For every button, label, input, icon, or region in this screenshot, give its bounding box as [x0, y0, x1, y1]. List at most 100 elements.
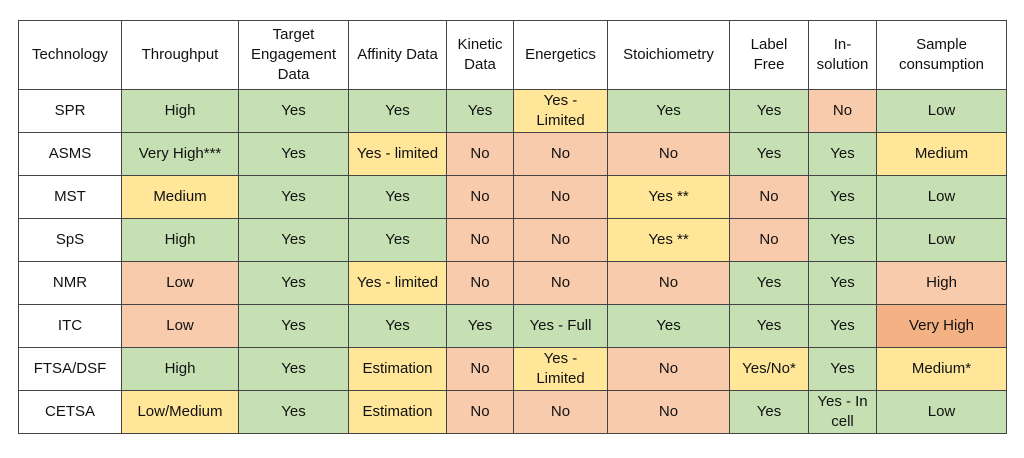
table-cell: Yes [238, 132, 349, 176]
header-cell: Label Free [729, 20, 809, 90]
table-cell: Low [876, 218, 1007, 262]
table-cell: No [446, 175, 514, 219]
table-cell: Yes [729, 89, 809, 133]
row-label: NMR [18, 261, 122, 305]
table-cell: Yes - Limited [513, 347, 608, 391]
table-cell: No [729, 175, 809, 219]
table-cell: Yes - limited [348, 261, 447, 305]
table-cell: No [446, 261, 514, 305]
table-cell: Yes ** [607, 175, 730, 219]
table-cell: Yes ** [607, 218, 730, 262]
table-row: CETSA Low/Medium Yes Estimation No No No Yes Yes… [18, 390, 1007, 434]
table-row: SpS High Yes Yes No No Yes ** No Yes Low [18, 218, 1007, 262]
table-cell: High [876, 261, 1007, 305]
header-cell: In-solution [808, 20, 877, 90]
table-cell: Low [121, 261, 239, 305]
table-cell: No [607, 347, 730, 391]
table-cell: Yes [238, 390, 349, 434]
table-cell: Yes [446, 304, 514, 348]
table-cell: No [808, 89, 877, 133]
table-cell: No [513, 132, 608, 176]
header-cell: Sample consumption [876, 20, 1007, 90]
table-cell: Yes [348, 218, 447, 262]
table-cell: Yes [729, 390, 809, 434]
table-cell: Yes [808, 304, 877, 348]
row-label: ITC [18, 304, 122, 348]
header-cell: Target Engagement Data [238, 20, 349, 90]
table-cell: Yes [238, 304, 349, 348]
table-cell: Yes [808, 175, 877, 219]
table-cell: Yes [348, 304, 447, 348]
table-cell: Yes [808, 347, 877, 391]
table-row: MST Medium Yes Yes No No Yes ** No Yes Low [18, 175, 1007, 219]
table-cell: Estimation [348, 347, 447, 391]
table-cell: Low [876, 175, 1007, 219]
table-cell: Yes [729, 261, 809, 305]
table-cell: Yes [238, 175, 349, 219]
table-cell: Very High*** [121, 132, 239, 176]
table-cell: Medium [876, 132, 1007, 176]
header-cell: Kinetic Data [446, 20, 514, 90]
comparison-table: Technology Throughput Target Engagement Da… [18, 20, 1007, 434]
table-cell: Yes [238, 261, 349, 305]
table-cell: Yes - Full [513, 304, 608, 348]
header-row: Technology Throughput Target Engagement Da… [18, 20, 1007, 90]
table-cell: Yes [348, 89, 447, 133]
row-label: ASMS [18, 132, 122, 176]
table-cell: Low [876, 390, 1007, 434]
table-cell: No [446, 347, 514, 391]
row-label: SpS [18, 218, 122, 262]
table-cell: Yes [808, 132, 877, 176]
table-cell: Medium* [876, 347, 1007, 391]
table-cell: Yes - Limited [513, 89, 608, 133]
table-cell: Yes [238, 89, 349, 133]
table-cell: Yes/No* [729, 347, 809, 391]
table-cell: No [607, 390, 730, 434]
table-cell: Medium [121, 175, 239, 219]
header-cell: Stoichiometry [607, 20, 730, 90]
table-cell: No [446, 218, 514, 262]
table-row: SPR High Yes Yes Yes Yes - Limited Yes Yes No Low [18, 89, 1007, 133]
table-cell: Yes [348, 175, 447, 219]
table-cell: No [729, 218, 809, 262]
table-cell: High [121, 347, 239, 391]
table-cell: No [607, 261, 730, 305]
table-cell: No [513, 175, 608, 219]
table-cell: Yes [808, 261, 877, 305]
table-cell: Yes [729, 132, 809, 176]
row-label: SPR [18, 89, 122, 133]
table-cell: No [446, 132, 514, 176]
row-label: FTSA/DSF [18, 347, 122, 391]
table-cell: Yes - In cell [808, 390, 877, 434]
header-cell: Affinity Data [348, 20, 447, 90]
table-cell: No [513, 390, 608, 434]
table-cell: Yes [607, 89, 730, 133]
table-cell: Yes - limited [348, 132, 447, 176]
table-row: ASMS Very High*** Yes Yes - limited No No No Ye… [18, 132, 1007, 176]
table-body: SPR High Yes Yes Yes Yes - Limited Yes Yes No Low… [18, 89, 1007, 434]
header-cell: Throughput [121, 20, 239, 90]
table-cell: Yes [238, 218, 349, 262]
table-cell: Low [121, 304, 239, 348]
table-cell: Yes [607, 304, 730, 348]
table-cell: High [121, 218, 239, 262]
table-header: Technology Throughput Target Engagement Da… [18, 20, 1007, 90]
table-cell: Very High [876, 304, 1007, 348]
header-cell: Technology [18, 20, 122, 90]
table-row: ITC Low Yes Yes Yes Yes - Full Yes Yes Yes Very H… [18, 304, 1007, 348]
table-row: NMR Low Yes Yes - limited No No No Yes Yes High [18, 261, 1007, 305]
table-cell: Yes [446, 89, 514, 133]
table-row: FTSA/DSF High Yes Estimation No Yes - Limited… [18, 347, 1007, 391]
table-cell: No [513, 261, 608, 305]
table-cell: Estimation [348, 390, 447, 434]
row-label: MST [18, 175, 122, 219]
table-cell: Low/Medium [121, 390, 239, 434]
table-cell: No [446, 390, 514, 434]
row-label: CETSA [18, 390, 122, 434]
table-cell: Yes [808, 218, 877, 262]
table-cell: No [513, 218, 608, 262]
table-cell: Yes [238, 347, 349, 391]
table-cell: Yes [729, 304, 809, 348]
header-cell: Energetics [513, 20, 608, 90]
